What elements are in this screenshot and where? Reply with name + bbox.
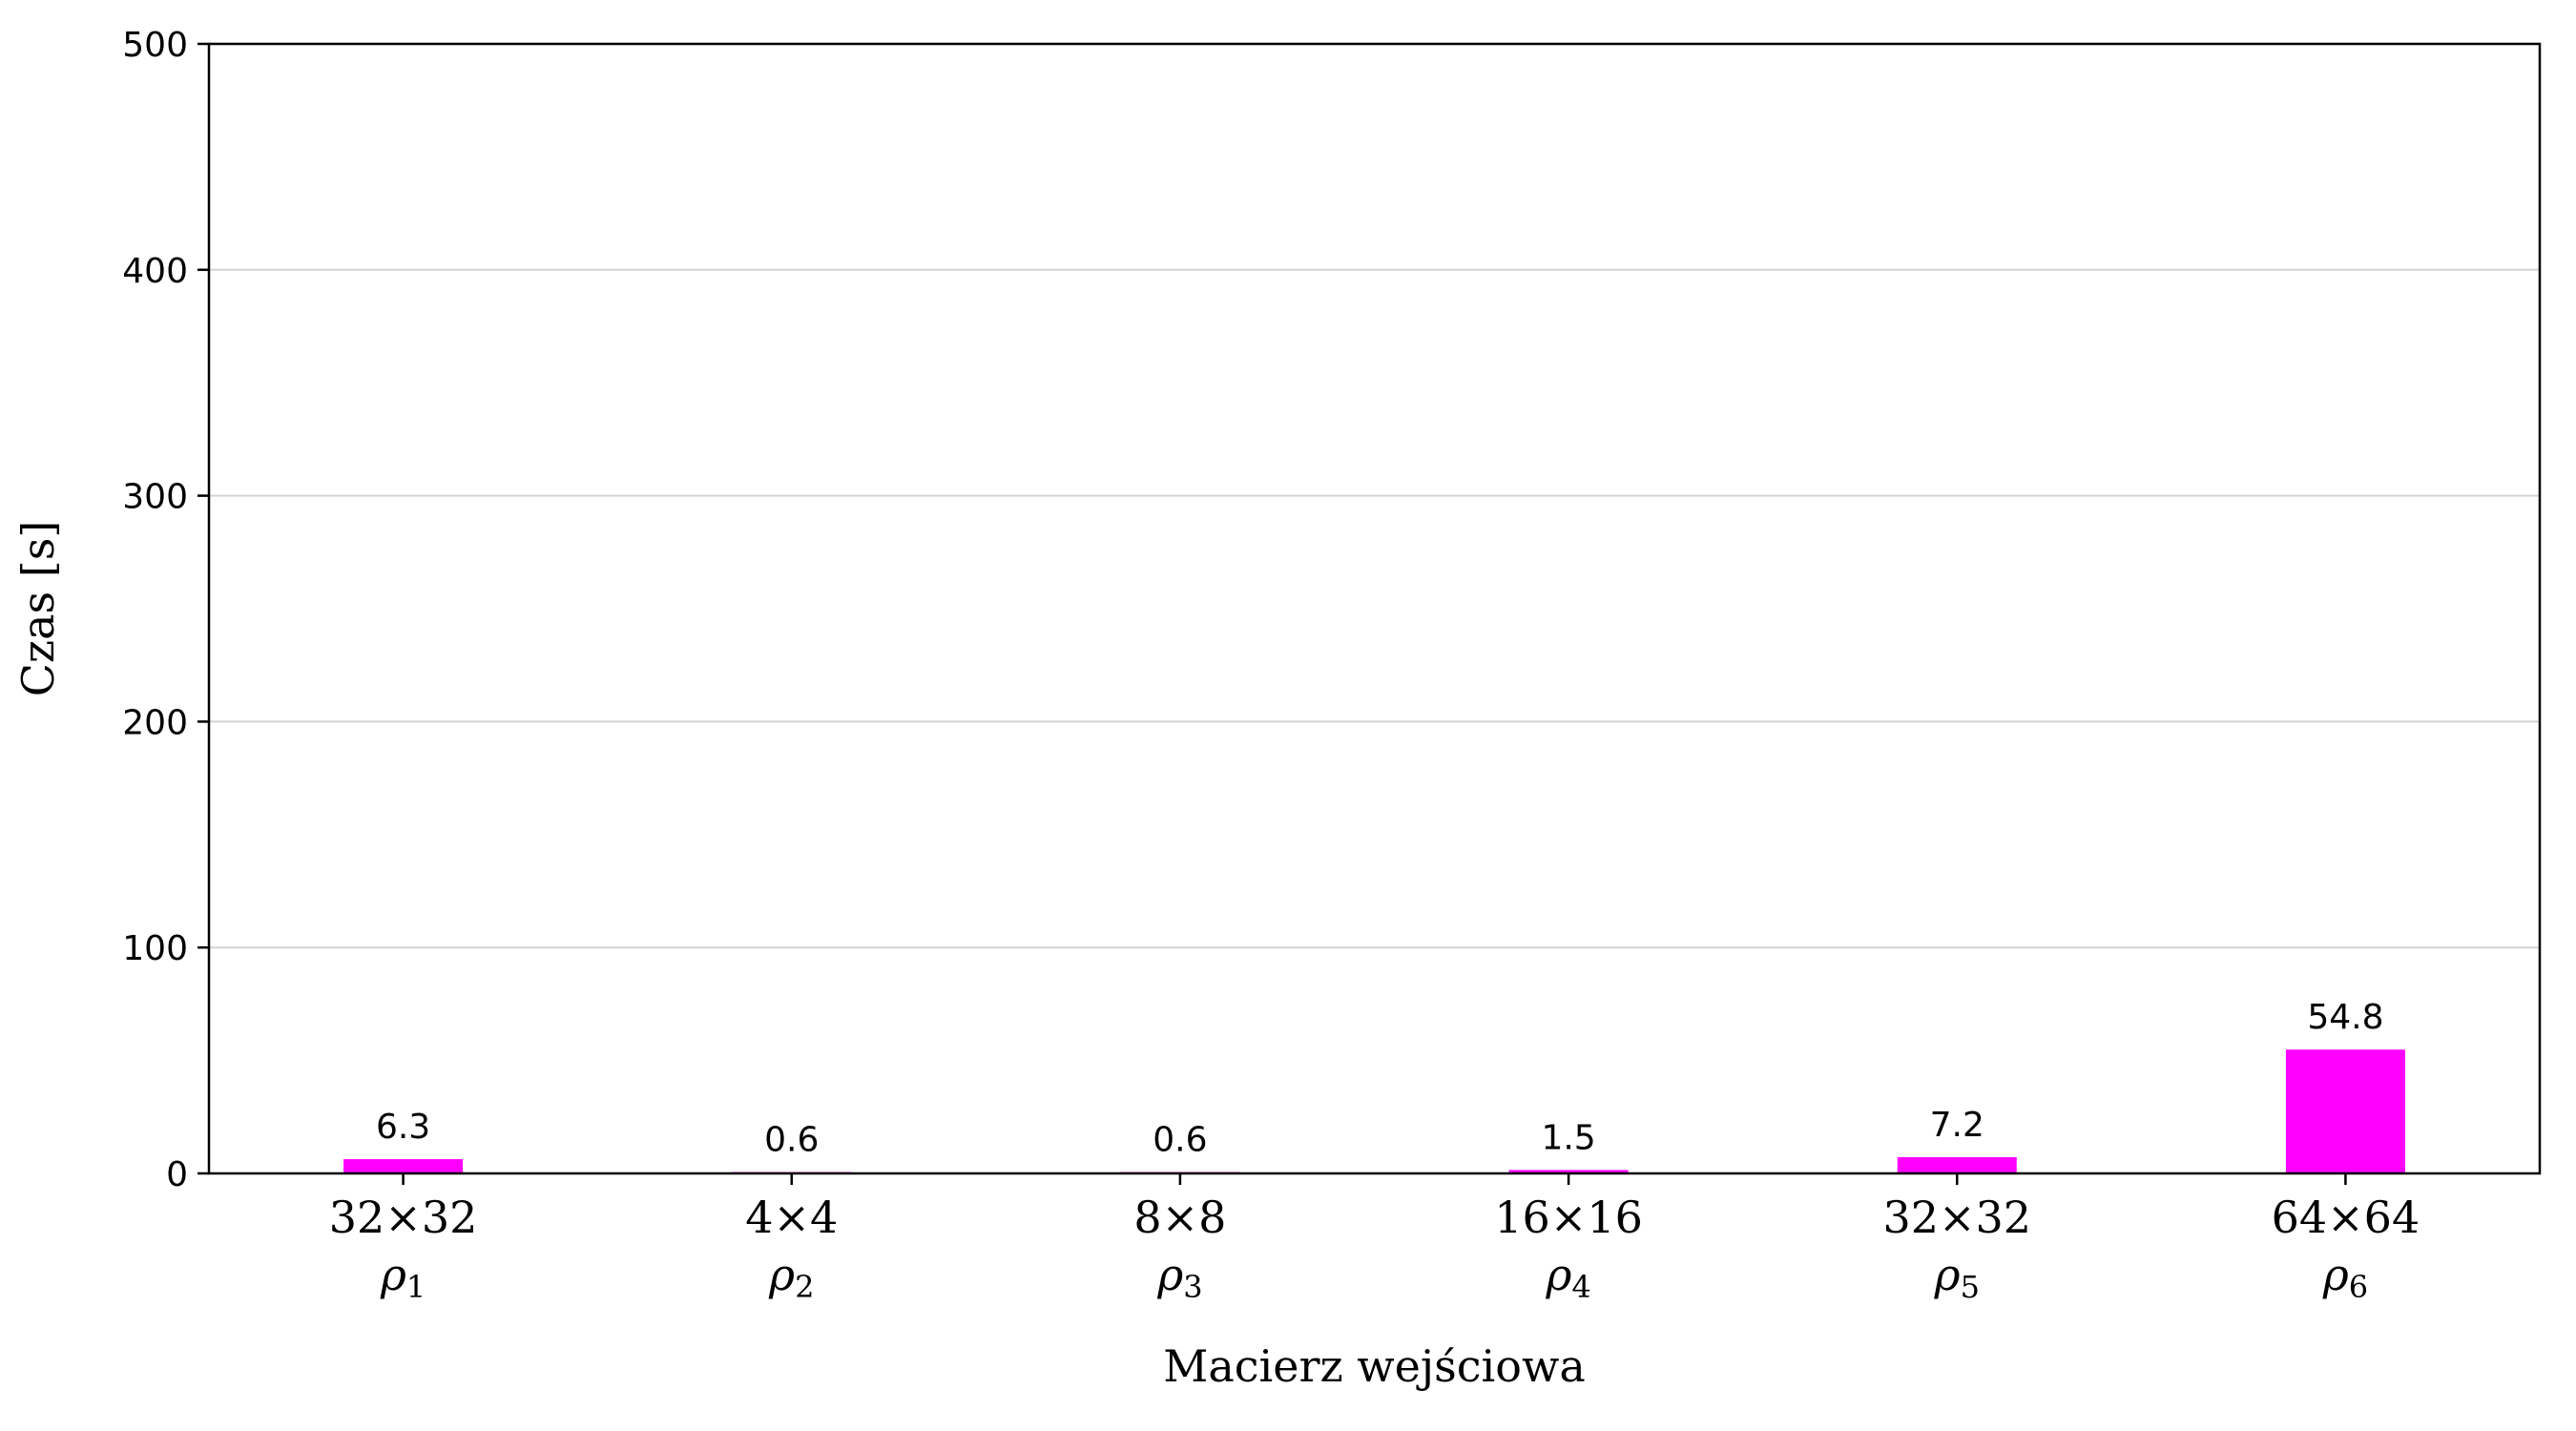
y-axis-title: Czas [s] bbox=[12, 521, 64, 697]
grid-lines bbox=[209, 268, 2540, 949]
x-tick-sublabel: ρ6 bbox=[2322, 1249, 2368, 1305]
y-tick-label: 300 bbox=[122, 478, 188, 517]
bar bbox=[1897, 1156, 2017, 1173]
bars bbox=[343, 1049, 2405, 1173]
y-tick-label: 100 bbox=[122, 929, 188, 968]
bar-value-label: 7.2 bbox=[1930, 1106, 1984, 1145]
bar-value-label: 0.6 bbox=[1153, 1121, 1207, 1160]
x-tick-label: 4×4 bbox=[745, 1192, 838, 1243]
bar-value-label: 54.8 bbox=[2307, 998, 2383, 1037]
bar-value-label: 1.5 bbox=[1541, 1118, 1595, 1157]
x-tick-label: 16×16 bbox=[1494, 1192, 1643, 1243]
x-tick-sublabel: ρ4 bbox=[1545, 1249, 1590, 1305]
bar bbox=[2285, 1049, 2405, 1173]
x-tick-label: 32×32 bbox=[329, 1192, 478, 1243]
x-tick-sublabel: ρ1 bbox=[380, 1249, 426, 1305]
bar bbox=[1508, 1170, 1629, 1173]
x-axis-ticks: 32×32 ρ1 4×4 ρ2 8×8 ρ3 16×16 ρ4 32×32 ρ5 64×64 ρ6 bbox=[329, 1173, 2420, 1305]
y-tick-label: 200 bbox=[122, 703, 188, 742]
plot-frame bbox=[207, 42, 2542, 1175]
x-tick-label: 8×8 bbox=[1133, 1192, 1226, 1243]
x-axis-title: Macierz wejściowa bbox=[1163, 1340, 1586, 1392]
bar-value-label: 6.3 bbox=[376, 1108, 430, 1147]
bar-value-label: 0.6 bbox=[764, 1121, 819, 1160]
bar-value-labels: 6.3 0.6 0.6 1.5 7.2 54.8 bbox=[376, 998, 2384, 1159]
bar bbox=[343, 1159, 464, 1173]
x-tick-label: 64×64 bbox=[2272, 1192, 2420, 1243]
y-tick-label: 0 bbox=[166, 1155, 188, 1194]
y-tick-label: 500 bbox=[122, 26, 188, 65]
x-tick-sublabel: ρ2 bbox=[768, 1249, 814, 1305]
x-tick-sublabel: ρ3 bbox=[1156, 1249, 1202, 1305]
x-tick-sublabel: ρ5 bbox=[1934, 1249, 1980, 1305]
x-tick-label: 32×32 bbox=[1882, 1192, 2031, 1243]
y-axis-ticks: 0 100 200 300 400 500 bbox=[122, 26, 209, 1194]
y-tick-label: 400 bbox=[122, 252, 188, 291]
